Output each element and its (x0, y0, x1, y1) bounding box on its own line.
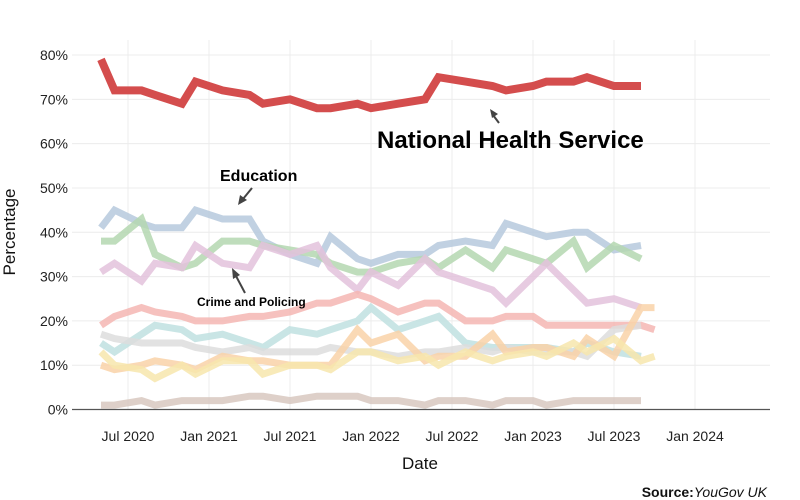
x-tick-label: Jul 2023 (588, 428, 641, 444)
source-label: Source: (642, 484, 694, 500)
annotation-education: Education (220, 168, 297, 185)
x-tick-label: Jul 2021 (264, 428, 317, 444)
x-tick-label: Jul 2020 (102, 428, 155, 444)
y-tick-label: 30% (40, 269, 68, 285)
annotation-crime: Crime and Policing (197, 295, 306, 309)
series-line-7 (98, 334, 656, 383)
source-credit: Source:YouGov UK (642, 484, 768, 500)
series-line-3 (99, 290, 656, 334)
x-tick-label: Jan 2021 (180, 428, 238, 444)
y-tick-label: 70% (40, 91, 68, 107)
series-line-0 (98, 205, 642, 268)
x-tick-label: Jan 2022 (342, 428, 400, 444)
x-tick-label: Jan 2023 (504, 428, 562, 444)
x-axis-title: Date (402, 454, 438, 473)
y-tick-label: 60% (40, 136, 68, 152)
series-layer (97, 57, 656, 409)
grid (72, 40, 770, 410)
ticks: Jul 2020 Jan 2021 Jul 2021 Jan 2022 Jul 2022… (40, 47, 724, 444)
y-tick-label: 40% (40, 224, 68, 240)
series-line-8 (101, 392, 641, 409)
annotation-crime-arrow (232, 268, 246, 294)
y-tick-label: 0% (48, 402, 68, 418)
series-line-nhs (97, 57, 641, 113)
y-axis-title: Percentage (0, 189, 19, 276)
y-tick-label: 50% (40, 180, 68, 196)
annotation-nhs: National Health Service (377, 127, 644, 154)
series-line-2 (99, 240, 643, 311)
annotation-nhs-arrow (490, 109, 500, 124)
y-tick-label: 20% (40, 313, 68, 329)
y-tick-label: 80% (40, 47, 68, 63)
x-tick-label: Jul 2022 (426, 428, 479, 444)
source-name: YouGov UK (694, 484, 768, 500)
x-tick-label: Jan 2024 (666, 428, 724, 444)
y-tick-label: 10% (40, 357, 68, 373)
annotation-education-arrow (238, 187, 253, 205)
